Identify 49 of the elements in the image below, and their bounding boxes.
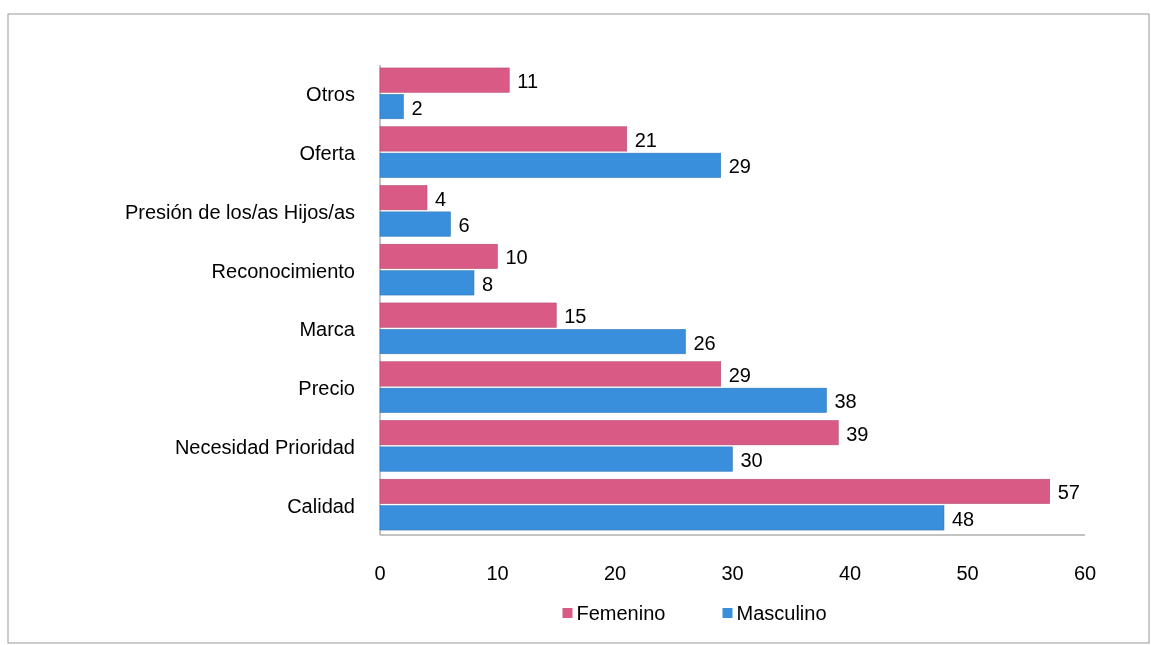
data-label: 8: [482, 272, 494, 295]
x-tick-label: 20: [603, 562, 627, 584]
bar: [379, 478, 1050, 504]
x-tick-label: 60: [1073, 562, 1097, 584]
data-label: 29: [728, 363, 751, 386]
data-label: 57: [1057, 481, 1080, 504]
bar: [379, 185, 428, 211]
y-tick-label: Otros: [306, 83, 355, 106]
bar: [379, 387, 827, 413]
data-label: 48: [952, 507, 975, 530]
bar: [379, 302, 557, 328]
y-tick-label: Presión de los/as Hijos/as: [124, 200, 355, 223]
data-label: 2: [411, 96, 423, 119]
data-label: 21: [634, 128, 657, 151]
y-tick-label: Necesidad Prioridad: [174, 435, 355, 458]
data-label: 11: [517, 70, 539, 93]
data-label: 10: [505, 246, 528, 269]
bar: [379, 67, 510, 93]
data-label: 4: [435, 187, 447, 210]
bar: [379, 126, 627, 152]
bar: [379, 505, 945, 531]
data-label: 38: [834, 390, 857, 413]
data-label: 29: [728, 155, 751, 178]
x-tick-label: 10: [486, 562, 509, 584]
bar: [379, 446, 733, 472]
data-label: 6: [458, 214, 470, 237]
y-tick-label: Oferta: [299, 142, 356, 165]
bar: [379, 152, 721, 178]
x-tick-label: 40: [838, 562, 862, 584]
legend-label: Femenino: [576, 602, 666, 624]
bar: [379, 243, 498, 269]
bar: [379, 211, 451, 237]
y-tick-label: Marca: [299, 318, 356, 341]
data-label: 15: [564, 305, 587, 328]
data-label: 39: [846, 422, 869, 445]
bar: [379, 94, 404, 120]
x-tick-label: 50: [956, 562, 979, 584]
legend-label: Masculino: [736, 602, 827, 624]
bar: [379, 329, 686, 355]
data-label: 26: [693, 331, 716, 354]
y-tick-label: Calidad: [287, 494, 355, 517]
data-label: 30: [740, 449, 763, 472]
bar: [379, 270, 475, 296]
bar: [379, 361, 721, 387]
x-tick-label: 30: [721, 562, 744, 584]
x-tick-label: 0: [374, 562, 386, 584]
y-tick-label: Precio: [298, 377, 355, 400]
y-tick-label: Reconocimiento: [211, 259, 355, 282]
bar: [379, 420, 839, 446]
